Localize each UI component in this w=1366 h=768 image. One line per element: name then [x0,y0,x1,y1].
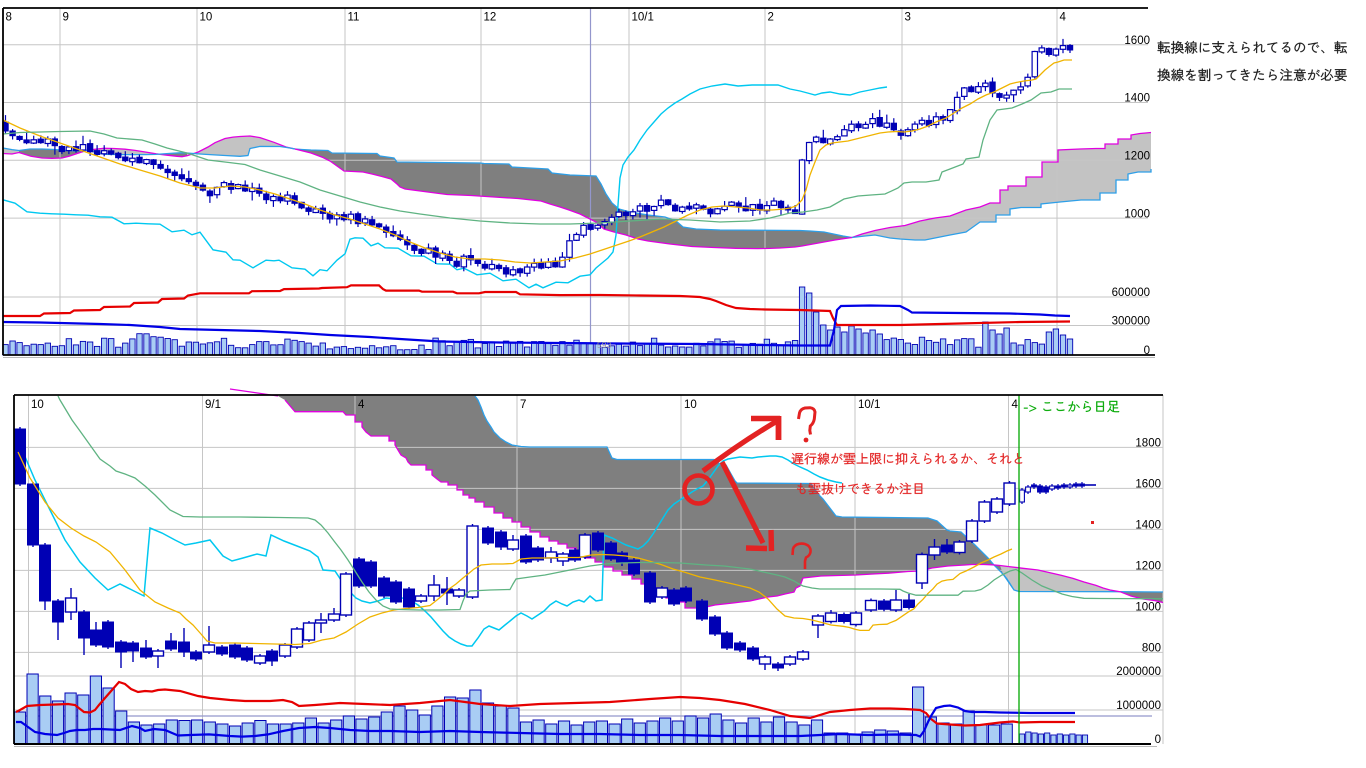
svg-text:593: 593 [597,340,611,350]
svg-text:4: 4 [1060,12,1067,24]
svg-text:10/1: 10/1 [858,399,880,411]
svg-text:2: 2 [768,12,774,24]
svg-text:10: 10 [684,399,697,411]
svg-text:7: 7 [520,399,526,411]
svg-text:600000: 600000 [1112,287,1150,299]
svg-text:1600: 1600 [1124,35,1150,47]
svg-text:800: 800 [1142,643,1161,655]
svg-text:2000000: 2000000 [1116,666,1161,678]
svg-text:1200: 1200 [1124,151,1150,163]
svg-text:9: 9 [63,12,69,24]
svg-text:300000: 300000 [1112,316,1150,328]
svg-text:1000000: 1000000 [1116,700,1161,712]
svg-text:1200: 1200 [1135,561,1161,573]
svg-text:9/1: 9/1 [205,399,221,411]
svg-text:1400: 1400 [1135,520,1161,532]
svg-text:4: 4 [1012,399,1019,411]
svg-text:1400: 1400 [1124,93,1150,105]
svg-text:0: 0 [1144,345,1150,357]
svg-text:1000: 1000 [1124,208,1150,220]
svg-text:1800: 1800 [1135,438,1161,450]
svg-text:1600: 1600 [1135,479,1161,491]
svg-text:12: 12 [484,12,497,24]
svg-text:0: 0 [1155,734,1161,746]
svg-text:1000: 1000 [1135,602,1161,614]
svg-text:11: 11 [348,12,360,24]
svg-text:4: 4 [358,399,365,411]
svg-text:10: 10 [31,399,44,411]
svg-text:10: 10 [200,12,213,24]
svg-text:10/1: 10/1 [632,12,654,24]
svg-text:8: 8 [6,12,12,24]
svg-text:3: 3 [905,12,911,24]
